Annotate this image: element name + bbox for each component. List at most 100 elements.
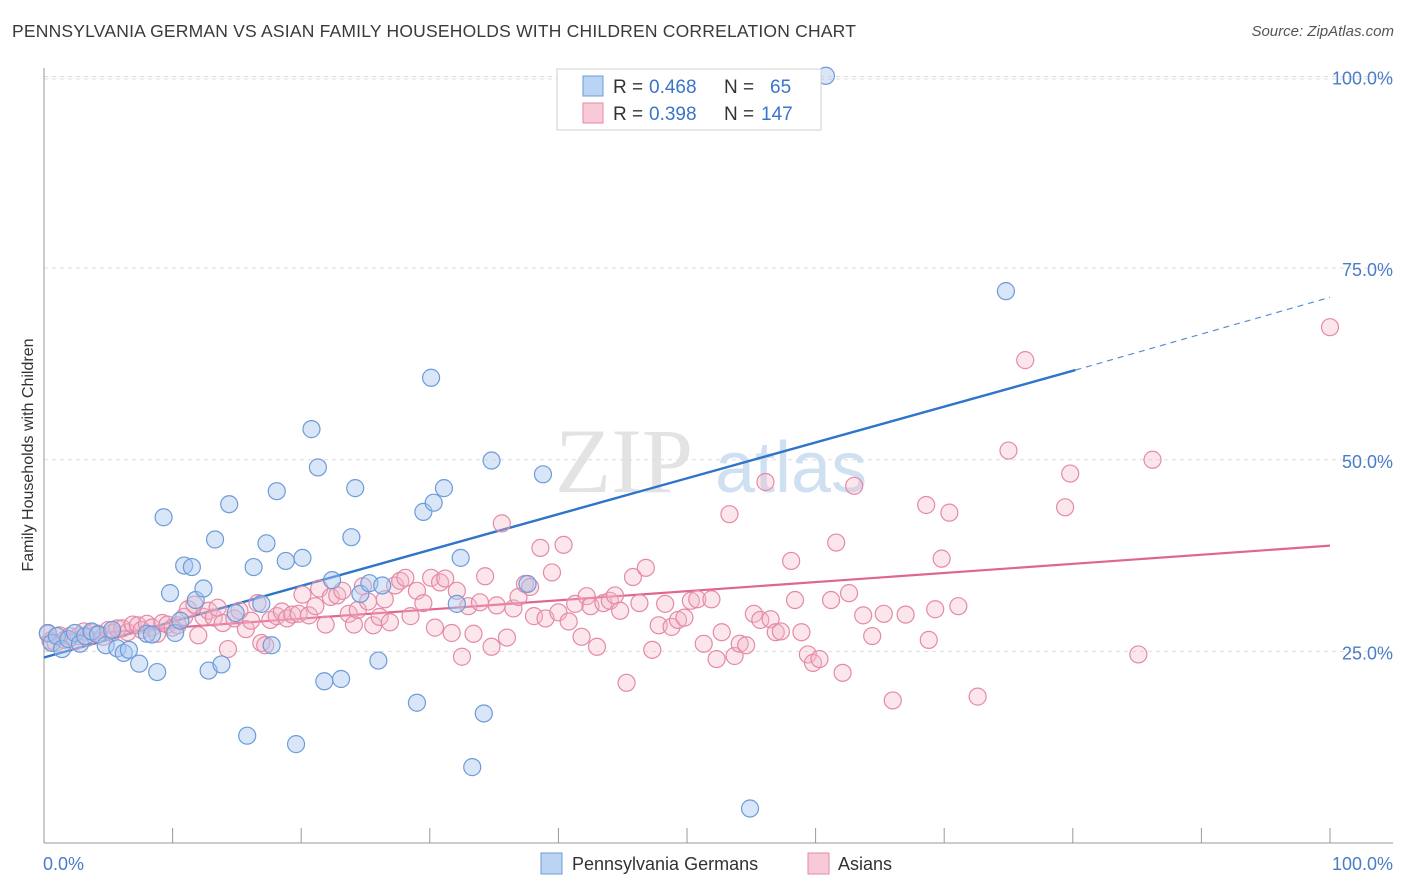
asians-point-69: [391, 571, 410, 590]
asians-point-99: [559, 612, 578, 631]
asians-point-96: [542, 563, 562, 582]
asians-point-18: [123, 615, 142, 634]
pennsylvania-germans-point-38: [276, 551, 295, 571]
asians-point-112: [636, 558, 655, 577]
asians-point-113: [643, 640, 662, 659]
asians-point-107: [605, 586, 625, 605]
pennsylvania-germans-point-14: [119, 640, 138, 659]
pennsylvania-germans-point-28: [205, 530, 225, 549]
asians-point-82: [464, 624, 483, 643]
asians-point-158: [999, 441, 1018, 460]
pennsylvania-germans-point-62: [518, 574, 537, 594]
pennsylvania-germans-point-3: [52, 639, 72, 659]
asians-point-142: [827, 533, 846, 552]
pennsylvania-germans-point-45: [331, 669, 351, 689]
x-axis-ticks: [172, 828, 1331, 843]
asians-point-108: [611, 601, 630, 620]
asians-point-88: [497, 628, 517, 647]
pennsylvania-germans-point-29: [212, 655, 231, 674]
pennsylvania-germans-point-18: [148, 662, 167, 682]
asians-point-35: [208, 598, 227, 617]
pennsylvania-germans-point-11: [103, 620, 122, 640]
asians-point-111: [630, 593, 649, 613]
source-label: Source: ZipAtlas.com: [1251, 23, 1394, 40]
pennsylvania-germans-point-30: [220, 495, 239, 514]
axes: [43, 68, 1393, 844]
asians-point-102: [577, 587, 596, 606]
legend-n-label-1: N =: [724, 104, 754, 125]
asians-point-131: [756, 472, 775, 492]
asians-point-154: [932, 549, 951, 568]
asians-point-115: [656, 594, 675, 613]
y-tick-label-50: 50.0%: [1342, 452, 1393, 472]
asians-point-135: [782, 551, 801, 571]
asians-point-81: [459, 597, 478, 616]
pennsylvania-germans-point-66: [996, 282, 1016, 301]
pennsylvania-germans-point-32: [238, 726, 257, 745]
pennsylvania-germans-point-35: [257, 534, 276, 553]
asians-point-92: [521, 577, 540, 597]
asians-point-130: [751, 610, 770, 630]
pennsylvania-germans-point-17: [142, 625, 162, 644]
asians-point-162: [1129, 645, 1148, 664]
asians-point-51: [293, 585, 312, 604]
pennsylvania-germans-point-39: [286, 735, 306, 754]
asians-point-148: [874, 604, 893, 623]
pennsylvania-germans-point-12: [108, 639, 127, 658]
pennsylvania-germans-point-22: [171, 611, 190, 630]
asians-point-151: [917, 495, 936, 515]
asians-point-124: [712, 623, 731, 642]
asians-point-59: [339, 604, 358, 623]
watermark-atlas: atlas: [715, 428, 867, 508]
asians-point-71: [401, 607, 420, 626]
pennsylvania-germans-point-20: [160, 584, 180, 603]
asians-point-150: [896, 605, 915, 624]
asians-point-121: [694, 634, 713, 653]
asians-point-147: [863, 626, 882, 646]
asians-point-78: [442, 623, 461, 643]
asians-point-136: [785, 590, 805, 610]
x-tick-label-100: 100.0%: [1332, 854, 1393, 874]
asians-point-118: [675, 608, 694, 627]
asians-point-116: [662, 617, 681, 636]
asians-point-52: [299, 606, 319, 625]
pennsylvania-germans-point-15: [130, 654, 149, 673]
bottom-legend-label-0: Pennsylvania Germans: [572, 854, 758, 874]
pennsylvania-germans-point-13: [114, 643, 133, 663]
pennsylvania-germans-point-36: [262, 636, 281, 655]
asians-point-152: [919, 630, 938, 649]
series-legend: Pennsylvania Germans Asians: [540, 852, 892, 875]
pennsylvania-germans-point-41: [302, 420, 321, 439]
asians-point-23: [148, 624, 167, 643]
asians-point-140: [810, 649, 829, 669]
asians-point-70: [396, 568, 415, 587]
asians-point-65: [370, 607, 389, 626]
asians-point-94: [531, 538, 550, 558]
asians-point-83: [470, 593, 490, 612]
asians-point-161: [1061, 464, 1080, 483]
correlation-legend: R = 0.468 N = 65 R = 0.398 N = 147: [556, 68, 822, 131]
asians-point-36: [213, 613, 232, 633]
pennsylvania-germans-point-53: [414, 502, 433, 521]
asians-point-66: [375, 590, 394, 609]
pennsylvania-germans-point-47: [346, 479, 365, 498]
pennsylvania-germans-point-55: [424, 493, 443, 512]
asians-point-87: [492, 514, 511, 533]
pennsylvania-germans-point-42: [308, 458, 328, 477]
asians-point-133: [766, 623, 785, 642]
asians-point-145: [845, 476, 864, 495]
pennsylvania-germans-trend-extension: [1075, 296, 1331, 371]
bottom-legend-label-1: Asians: [838, 854, 892, 874]
asians-point-141: [821, 590, 841, 610]
asians-point-157: [968, 687, 987, 706]
asians-point-143: [833, 663, 852, 682]
legend-n-label-0: N =: [724, 77, 754, 98]
asians-point-101: [572, 627, 591, 646]
asians-point-127: [730, 634, 749, 653]
legend-r-value-0: 0.468: [649, 77, 697, 98]
legend-n-value-0: 65: [770, 77, 791, 98]
asians-point-137: [792, 623, 811, 642]
pennsylvania-germans-point-31: [226, 603, 245, 623]
asians-point-159: [1016, 351, 1035, 370]
asians-point-55: [316, 615, 335, 634]
